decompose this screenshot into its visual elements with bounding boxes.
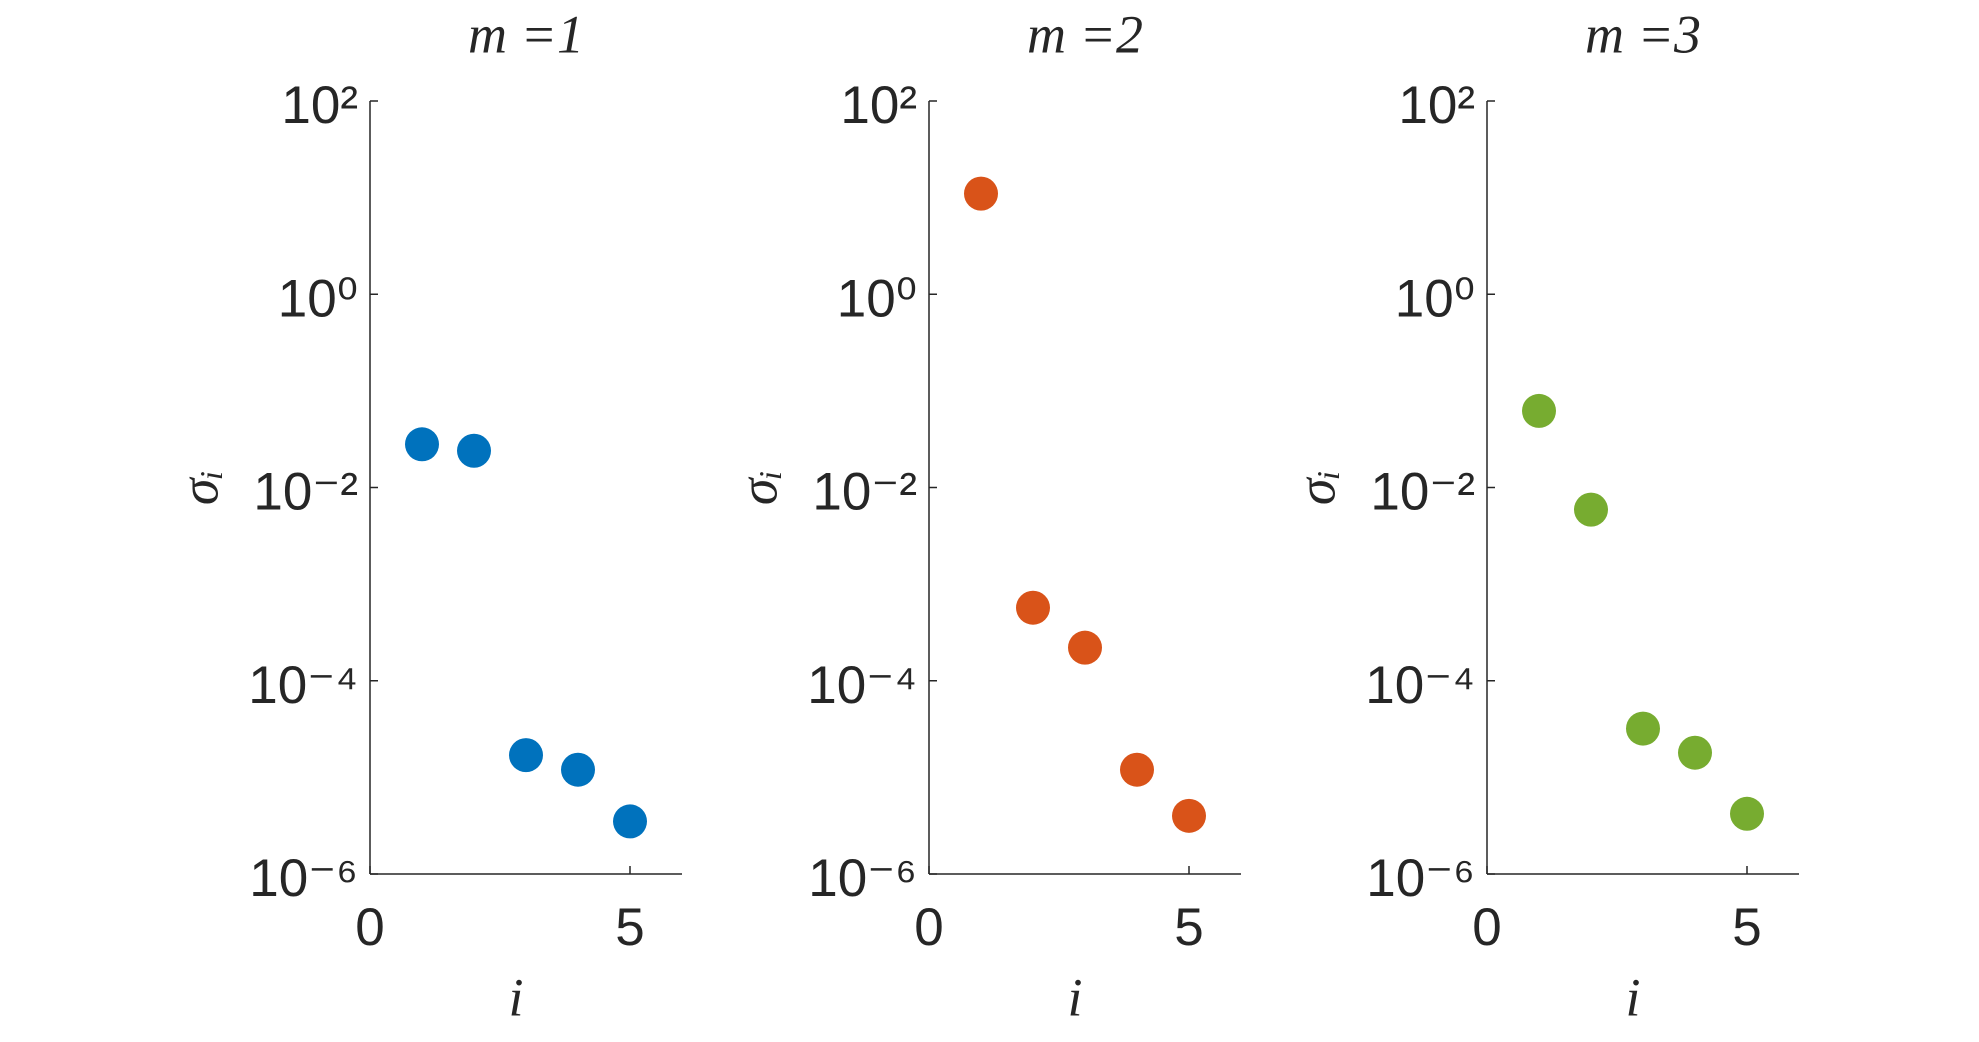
y-tick-label: 10² bbox=[281, 76, 358, 135]
point bbox=[1626, 711, 1660, 746]
y-axis-label: σᵢ bbox=[1286, 470, 1346, 505]
point bbox=[1068, 630, 1102, 665]
chart-title: m =2 bbox=[1027, 4, 1143, 64]
point bbox=[457, 433, 491, 468]
point bbox=[1016, 590, 1050, 625]
x-tick-label: 0 bbox=[914, 898, 943, 957]
y-tick-label: 10⁻⁴ bbox=[248, 656, 358, 715]
point bbox=[1172, 798, 1206, 833]
y-tick-label: 10⁻⁶ bbox=[808, 849, 917, 908]
y-tick-label: 10⁻² bbox=[253, 463, 358, 522]
x-tick-label: 5 bbox=[1174, 898, 1203, 957]
y-axis-label: σᵢ bbox=[169, 470, 229, 505]
x-tick-label: 0 bbox=[355, 898, 384, 957]
point bbox=[1522, 393, 1556, 428]
y-tick-label: 10⁻² bbox=[1370, 463, 1475, 522]
point bbox=[1574, 492, 1608, 527]
x-axis-label: i bbox=[508, 967, 523, 1027]
y-tick-label: 10² bbox=[1398, 76, 1475, 135]
y-tick-label: 10⁰ bbox=[278, 269, 358, 328]
x-axis-label: i bbox=[1625, 967, 1640, 1027]
y-tick-label: 10⁻⁶ bbox=[1366, 849, 1475, 908]
x-tick-label: 5 bbox=[615, 898, 644, 957]
y-tick-label: 10⁻⁶ bbox=[249, 849, 358, 908]
x-tick-label: 5 bbox=[1732, 898, 1761, 957]
y-axis-label: σᵢ bbox=[728, 470, 788, 505]
y-tick-label: 10⁰ bbox=[1395, 269, 1475, 328]
point bbox=[1120, 752, 1154, 787]
point bbox=[1678, 735, 1712, 770]
y-tick-label: 10⁻² bbox=[812, 463, 917, 522]
chart-title: m =3 bbox=[1585, 4, 1701, 64]
point bbox=[613, 804, 647, 839]
y-tick-label: 10² bbox=[840, 76, 917, 135]
y-tick-label: 10⁻⁴ bbox=[807, 656, 917, 715]
point bbox=[561, 752, 595, 787]
y-tick-label: 10⁰ bbox=[837, 269, 917, 328]
point bbox=[405, 427, 439, 462]
point bbox=[509, 738, 543, 773]
chart-title: m =1 bbox=[468, 4, 584, 64]
point bbox=[1730, 796, 1764, 831]
y-tick-label: 10⁻⁴ bbox=[1365, 656, 1475, 715]
x-tick-label: 0 bbox=[1472, 898, 1501, 957]
x-axis-label: i bbox=[1067, 967, 1082, 1027]
point bbox=[964, 176, 998, 211]
